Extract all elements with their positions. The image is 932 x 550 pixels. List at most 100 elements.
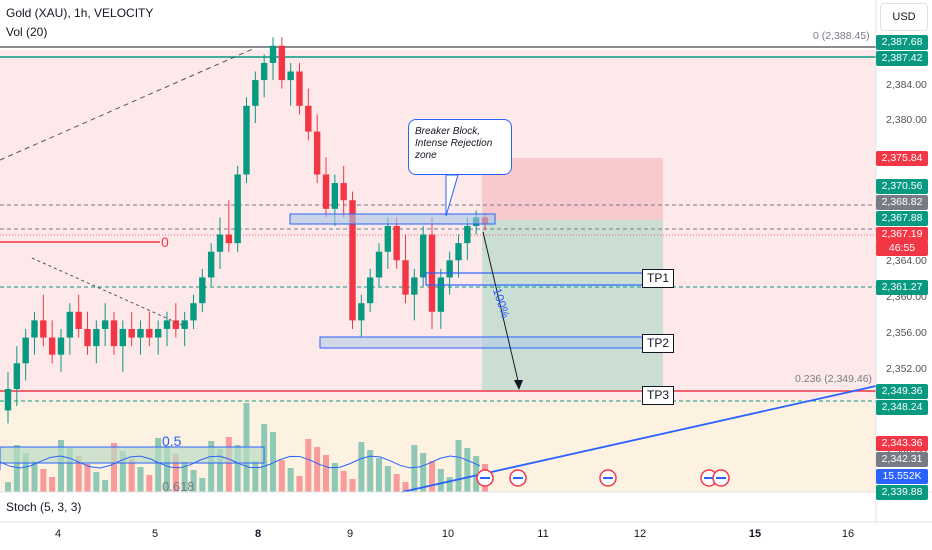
- fib-0618-label: 0.618: [162, 479, 195, 494]
- fib-zero-left-label: 0: [161, 234, 169, 250]
- candle-body: [48, 337, 56, 355]
- dashed-trendline: [0, 47, 256, 161]
- candle-body: [40, 320, 47, 338]
- volume-bar: [455, 440, 462, 492]
- volume-bar: [437, 469, 444, 492]
- time-axis-label: 10: [441, 528, 455, 540]
- callout-note[interactable]: Breaker Block, Intense Rejection zone: [408, 119, 512, 175]
- volume-bar: [367, 450, 374, 492]
- volume-bar: [287, 468, 294, 492]
- fib-0236-label: 0.236 (2,349.46): [795, 373, 873, 385]
- volume-bar: [305, 439, 312, 492]
- candle-body: [358, 303, 365, 321]
- candle-body: [455, 243, 462, 261]
- price-axis-label: 2,384.00: [886, 79, 927, 91]
- price-tag: 2,375.84: [876, 151, 928, 166]
- candle-body: [243, 105, 250, 175]
- volume-bar: [429, 461, 435, 492]
- candle-body: [375, 251, 383, 278]
- volume-bar: [411, 445, 418, 492]
- candle-body: [119, 328, 127, 347]
- price-tag: 46:55: [876, 241, 928, 256]
- time-axis-label: 16: [841, 528, 855, 540]
- volume-bar: [252, 461, 259, 492]
- volume-bar: [49, 477, 56, 492]
- candle-body: [411, 277, 418, 295]
- volume-bar: [111, 443, 117, 492]
- candle-body: [75, 311, 82, 329]
- fib-0-label: 0 (2,388.45): [813, 30, 870, 42]
- candle-body: [252, 80, 259, 106]
- candle-body: [366, 277, 374, 304]
- price-tag: 2,343.36: [876, 436, 928, 451]
- candle-body: [260, 62, 268, 81]
- projection-arrowhead: [514, 380, 523, 390]
- tp3-label: TP3: [642, 386, 674, 405]
- candle-body: [287, 71, 294, 81]
- volume-bar: [234, 445, 241, 492]
- candle-body: [4, 389, 12, 411]
- price-tag: 2,339.88: [876, 485, 928, 500]
- candle-body: [464, 225, 471, 244]
- volume-bar: [164, 446, 170, 492]
- candle-body: [234, 174, 241, 244]
- candle-body: [313, 131, 321, 175]
- candle-body: [128, 328, 135, 338]
- candle-body: [146, 328, 153, 338]
- volume-bar: [446, 477, 453, 492]
- volume-bar: [278, 460, 285, 492]
- price-axis-label: 2,380.00: [886, 114, 927, 126]
- candle-body: [269, 45, 277, 63]
- time-axis-label: 15: [748, 528, 762, 540]
- price-tag: 2,368.82: [876, 195, 928, 210]
- fib-05-zone: [0, 446, 265, 464]
- time-axis-label: 9: [346, 528, 354, 540]
- candle-body: [110, 320, 118, 347]
- price-tag: 15.552K: [876, 469, 928, 484]
- volume-bar: [5, 482, 11, 492]
- time-axis-label: 5: [151, 528, 159, 540]
- price-tag: 2,348.24: [876, 400, 928, 415]
- volume-bar: [296, 476, 303, 492]
- price-tag: 2,342.31: [876, 452, 928, 467]
- candle-body: [13, 363, 21, 390]
- volume-bar: [376, 458, 382, 492]
- volume-bar: [384, 466, 391, 492]
- price-axis-label: 2,364.00: [886, 255, 927, 267]
- candle-body: [384, 225, 392, 252]
- price-tag: 2,349.36: [876, 384, 928, 399]
- price-tag: 2,367.88: [876, 211, 928, 226]
- volume-bar: [13, 445, 20, 492]
- volume-bar: [66, 448, 73, 492]
- volume-bar: [464, 448, 471, 492]
- candle-body: [31, 320, 38, 338]
- volume-bar: [340, 471, 347, 492]
- candle-body: [340, 183, 347, 201]
- volume-bar: [40, 469, 47, 492]
- currency-button[interactable]: USD: [880, 3, 928, 31]
- price-axis-label: 2,352.00: [886, 363, 927, 375]
- volume-bar: [208, 441, 215, 492]
- candle-body: [84, 328, 91, 347]
- callout-pointer: [445, 174, 459, 217]
- volume-bar: [22, 453, 29, 492]
- candle-body: [331, 183, 339, 209]
- volume-bar: [93, 472, 100, 492]
- candle-body: [393, 225, 400, 261]
- volume-bar: [393, 474, 400, 492]
- volume-bar: [358, 442, 365, 492]
- volume-bar: [349, 479, 356, 492]
- candle-body: [66, 311, 74, 338]
- volume-bar: [84, 464, 91, 492]
- candle-body: [57, 337, 65, 355]
- price-tag: 2,361.27: [876, 280, 928, 295]
- target-zone: [482, 220, 663, 391]
- time-axis-label: 11: [537, 528, 549, 540]
- volume-bar: [225, 437, 232, 492]
- volume-bar: [172, 454, 179, 492]
- price-tag: 2,367.19: [876, 227, 928, 242]
- stoch-indicator-label: Stoch (5, 3, 3): [6, 500, 82, 514]
- volume-bar: [31, 461, 38, 492]
- candle-body: [437, 277, 445, 312]
